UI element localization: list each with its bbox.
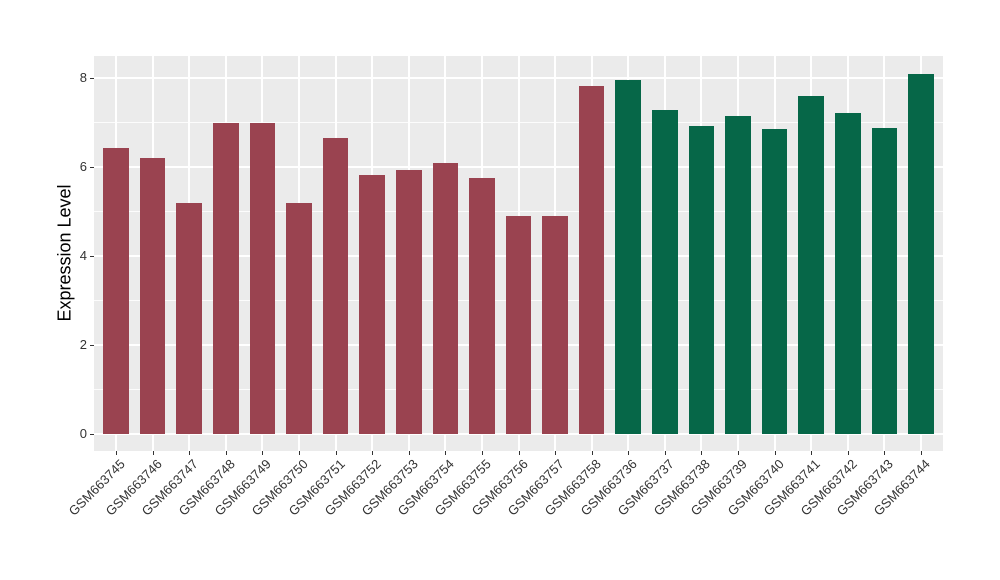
y-tick-mark — [90, 345, 94, 346]
x-tick-mark — [115, 451, 117, 455]
y-tick-label: 6 — [79, 159, 87, 174]
x-tick-mark — [481, 451, 483, 455]
y-tick-label: 2 — [79, 337, 87, 352]
x-tick-mark — [335, 451, 337, 455]
x-tick-mark — [847, 451, 849, 455]
x-tick-mark — [189, 451, 191, 455]
bar-GSM663744 — [908, 74, 934, 434]
bar-GSM663751 — [322, 137, 349, 434]
bar-GSM663745 — [103, 148, 129, 434]
x-tick-mark — [152, 451, 154, 455]
bar-GSM663747 — [176, 202, 202, 434]
x-tick-mark — [664, 451, 666, 455]
x-tick-mark — [591, 451, 593, 455]
bar-GSM663758 — [578, 86, 605, 434]
bar-GSM663753 — [395, 169, 422, 434]
bar-GSM663738 — [688, 126, 715, 434]
x-tick-mark — [445, 451, 447, 455]
bar-GSM663754 — [432, 162, 459, 434]
bar-GSM663756 — [505, 215, 532, 434]
bar-GSM663743 — [871, 127, 898, 434]
x-tick-mark — [701, 451, 703, 455]
x-tick-mark — [738, 451, 740, 455]
y-tick-label: 4 — [79, 248, 87, 263]
bar-GSM663752 — [359, 175, 385, 434]
x-tick-mark — [555, 451, 557, 455]
bar-GSM663740 — [761, 129, 788, 434]
x-tick-mark — [262, 451, 264, 455]
x-tick-mark — [628, 451, 630, 455]
x-tick-mark — [921, 451, 923, 455]
x-tick-mark — [225, 451, 227, 455]
x-tick-mark — [298, 451, 300, 455]
y-tick-mark — [90, 256, 94, 257]
bar-GSM663739 — [725, 115, 751, 434]
x-tick-mark — [372, 451, 374, 455]
bar-GSM663746 — [139, 158, 166, 434]
x-tick-mark — [811, 451, 813, 455]
y-tick-mark — [90, 434, 94, 435]
bar-GSM663736 — [615, 80, 642, 434]
bar-GSM663748 — [212, 123, 239, 434]
plot-panel — [94, 56, 943, 451]
bar-GSM663757 — [542, 215, 568, 434]
bar-GSM663750 — [286, 202, 312, 434]
bar-GSM663755 — [469, 178, 495, 434]
y-tick-label: 8 — [79, 70, 87, 85]
y-tick-mark — [90, 78, 94, 79]
x-tick-mark — [518, 451, 520, 455]
x-tick-mark — [408, 451, 410, 455]
bar-GSM663741 — [798, 96, 825, 434]
y-tick-mark — [90, 167, 94, 168]
bar-GSM663737 — [652, 110, 678, 434]
y-tick-label: 0 — [79, 426, 87, 441]
bar-GSM663742 — [835, 113, 861, 434]
x-tick-mark — [774, 451, 776, 455]
bar-GSM663749 — [249, 123, 276, 434]
x-tick-mark — [884, 451, 886, 455]
